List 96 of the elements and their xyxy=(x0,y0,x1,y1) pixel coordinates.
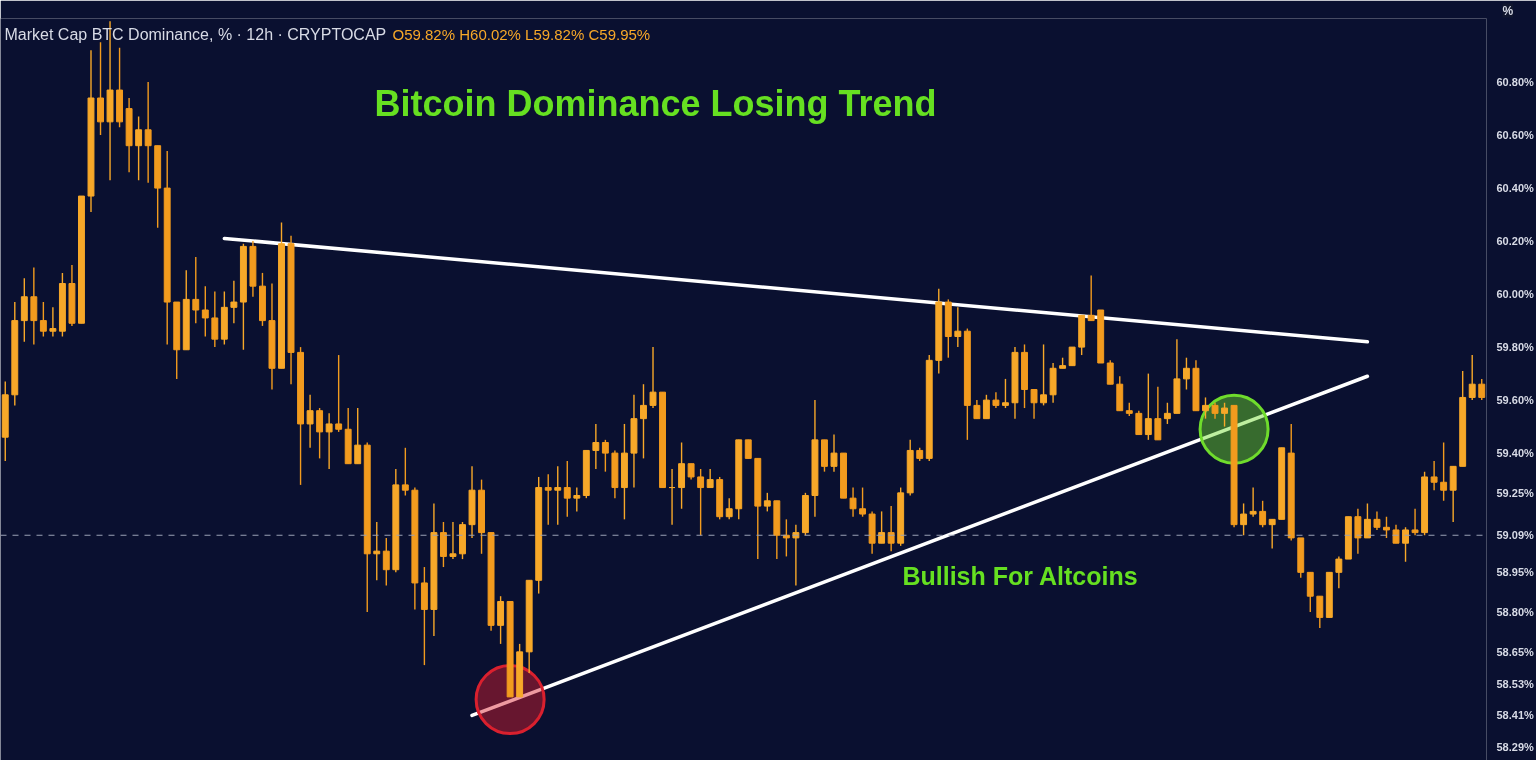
candlestick xyxy=(849,486,857,518)
candlestick xyxy=(1240,502,1248,536)
candlestick xyxy=(144,81,152,184)
candlestick xyxy=(306,394,314,449)
candlestick xyxy=(1430,460,1438,491)
candlestick xyxy=(1182,357,1190,391)
candlestick xyxy=(1316,595,1324,629)
candlestick xyxy=(401,447,409,497)
candlestick xyxy=(1154,386,1162,441)
candlestick xyxy=(878,510,886,544)
candlestick xyxy=(49,306,57,338)
candlestick xyxy=(744,439,752,460)
candlestick xyxy=(1249,486,1257,518)
candlestick xyxy=(1449,465,1457,523)
y-tick-label: 59.60% xyxy=(1496,394,1535,407)
y-tick-label: 58.65% xyxy=(1496,645,1535,658)
candlestick xyxy=(1383,516,1390,539)
y-tick-label: 60.20% xyxy=(1496,235,1535,248)
candlestick xyxy=(982,394,990,420)
candlestick xyxy=(325,412,333,470)
candlestick xyxy=(97,41,104,136)
text: Bitcoin Dominance Losing Trend xyxy=(374,83,937,124)
y-tick-label: 60.40% xyxy=(1496,182,1535,195)
y-tick-label: 58.53% xyxy=(1496,677,1535,690)
y-tick-label: 60.80% xyxy=(1496,76,1535,89)
candlestick xyxy=(573,486,581,513)
candlestick xyxy=(354,407,362,465)
candlestick xyxy=(544,473,552,526)
candlestick xyxy=(592,423,600,470)
annotation: Bullish For Altcoins xyxy=(902,561,1138,590)
candlestick xyxy=(830,433,838,473)
candlestick xyxy=(973,399,981,420)
candlestick xyxy=(439,521,447,568)
candlestick xyxy=(382,537,390,587)
candlestick xyxy=(649,346,657,409)
y-tick-label: 58.80% xyxy=(1496,606,1535,619)
candlestick xyxy=(316,407,324,460)
y-tick-label: 58.41% xyxy=(1496,709,1535,722)
candlestick xyxy=(782,518,790,558)
candlestick xyxy=(1306,571,1314,613)
candlestick xyxy=(230,280,238,324)
candlestick xyxy=(1354,508,1362,555)
candlestick xyxy=(563,460,571,518)
candlestick xyxy=(554,465,562,526)
candlestick xyxy=(1440,441,1448,502)
candlestick xyxy=(1411,508,1419,536)
candlestick xyxy=(201,285,209,338)
candlestick xyxy=(725,497,733,521)
candlestick xyxy=(1163,402,1171,425)
candlestick xyxy=(20,277,28,343)
candlestick xyxy=(192,256,200,324)
candlestick xyxy=(335,354,343,433)
candlestick xyxy=(30,266,38,346)
candlestick xyxy=(211,290,219,348)
candlestick xyxy=(1002,378,1009,409)
candlestick xyxy=(601,439,609,473)
candlestick xyxy=(39,301,47,338)
candlestick xyxy=(678,441,686,510)
y-axis-title: % xyxy=(1502,3,1514,18)
candlestick xyxy=(1144,372,1152,441)
candlestick xyxy=(640,383,647,460)
candlestick xyxy=(697,468,705,536)
candlestick xyxy=(497,595,505,645)
candlestick xyxy=(1202,396,1209,420)
y-tick-label: 60.60% xyxy=(1496,129,1535,142)
candlestick xyxy=(135,115,143,181)
candlestick xyxy=(1335,555,1343,589)
candlestick xyxy=(859,486,867,518)
candlestick xyxy=(887,505,895,552)
candlestick xyxy=(1268,518,1276,550)
y-tick-label: 59.40% xyxy=(1496,447,1535,460)
candlestick xyxy=(706,468,714,489)
candlestick xyxy=(1259,500,1267,528)
y-tick-label: 58.95% xyxy=(1496,566,1535,579)
candlestick xyxy=(1373,510,1381,531)
y-tick-label: 60.00% xyxy=(1496,288,1535,301)
annotation: O59.82% H60.02% L59.82% C59.95% xyxy=(392,26,651,43)
candlestick xyxy=(1363,502,1371,539)
candlestick xyxy=(1135,410,1143,436)
candlestick xyxy=(954,306,962,348)
candlestick xyxy=(1087,274,1095,322)
y-tick-label: 59.09% xyxy=(1496,529,1535,542)
candlestick xyxy=(763,492,771,513)
y-tick-label: 59.25% xyxy=(1496,486,1535,499)
candlestick xyxy=(1068,346,1076,367)
candlestick xyxy=(792,523,800,587)
candlestick xyxy=(1106,359,1114,385)
candlestick xyxy=(1468,354,1476,401)
candlestick xyxy=(1040,343,1048,407)
y-tick-label: 59.80% xyxy=(1496,341,1535,354)
candlestick xyxy=(1030,388,1038,420)
candlestick xyxy=(449,521,457,560)
candlestick xyxy=(1221,402,1228,428)
candlestick xyxy=(1478,378,1486,401)
candlestick xyxy=(1402,526,1409,563)
y-tick-label: 58.29% xyxy=(1496,741,1535,754)
